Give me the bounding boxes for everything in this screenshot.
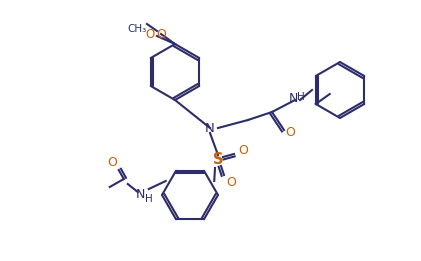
Text: O: O bbox=[285, 127, 295, 139]
Text: O: O bbox=[107, 157, 117, 169]
Text: H: H bbox=[297, 92, 305, 102]
Text: CH₃: CH₃ bbox=[128, 24, 147, 34]
Text: N: N bbox=[288, 92, 298, 105]
Text: N: N bbox=[136, 187, 145, 200]
Text: S: S bbox=[213, 152, 223, 168]
Text: O: O bbox=[238, 144, 248, 157]
Text: O: O bbox=[156, 27, 166, 40]
Text: H: H bbox=[145, 194, 153, 204]
Text: N: N bbox=[205, 122, 215, 134]
Text: O: O bbox=[226, 175, 236, 188]
Text: O: O bbox=[145, 28, 155, 41]
